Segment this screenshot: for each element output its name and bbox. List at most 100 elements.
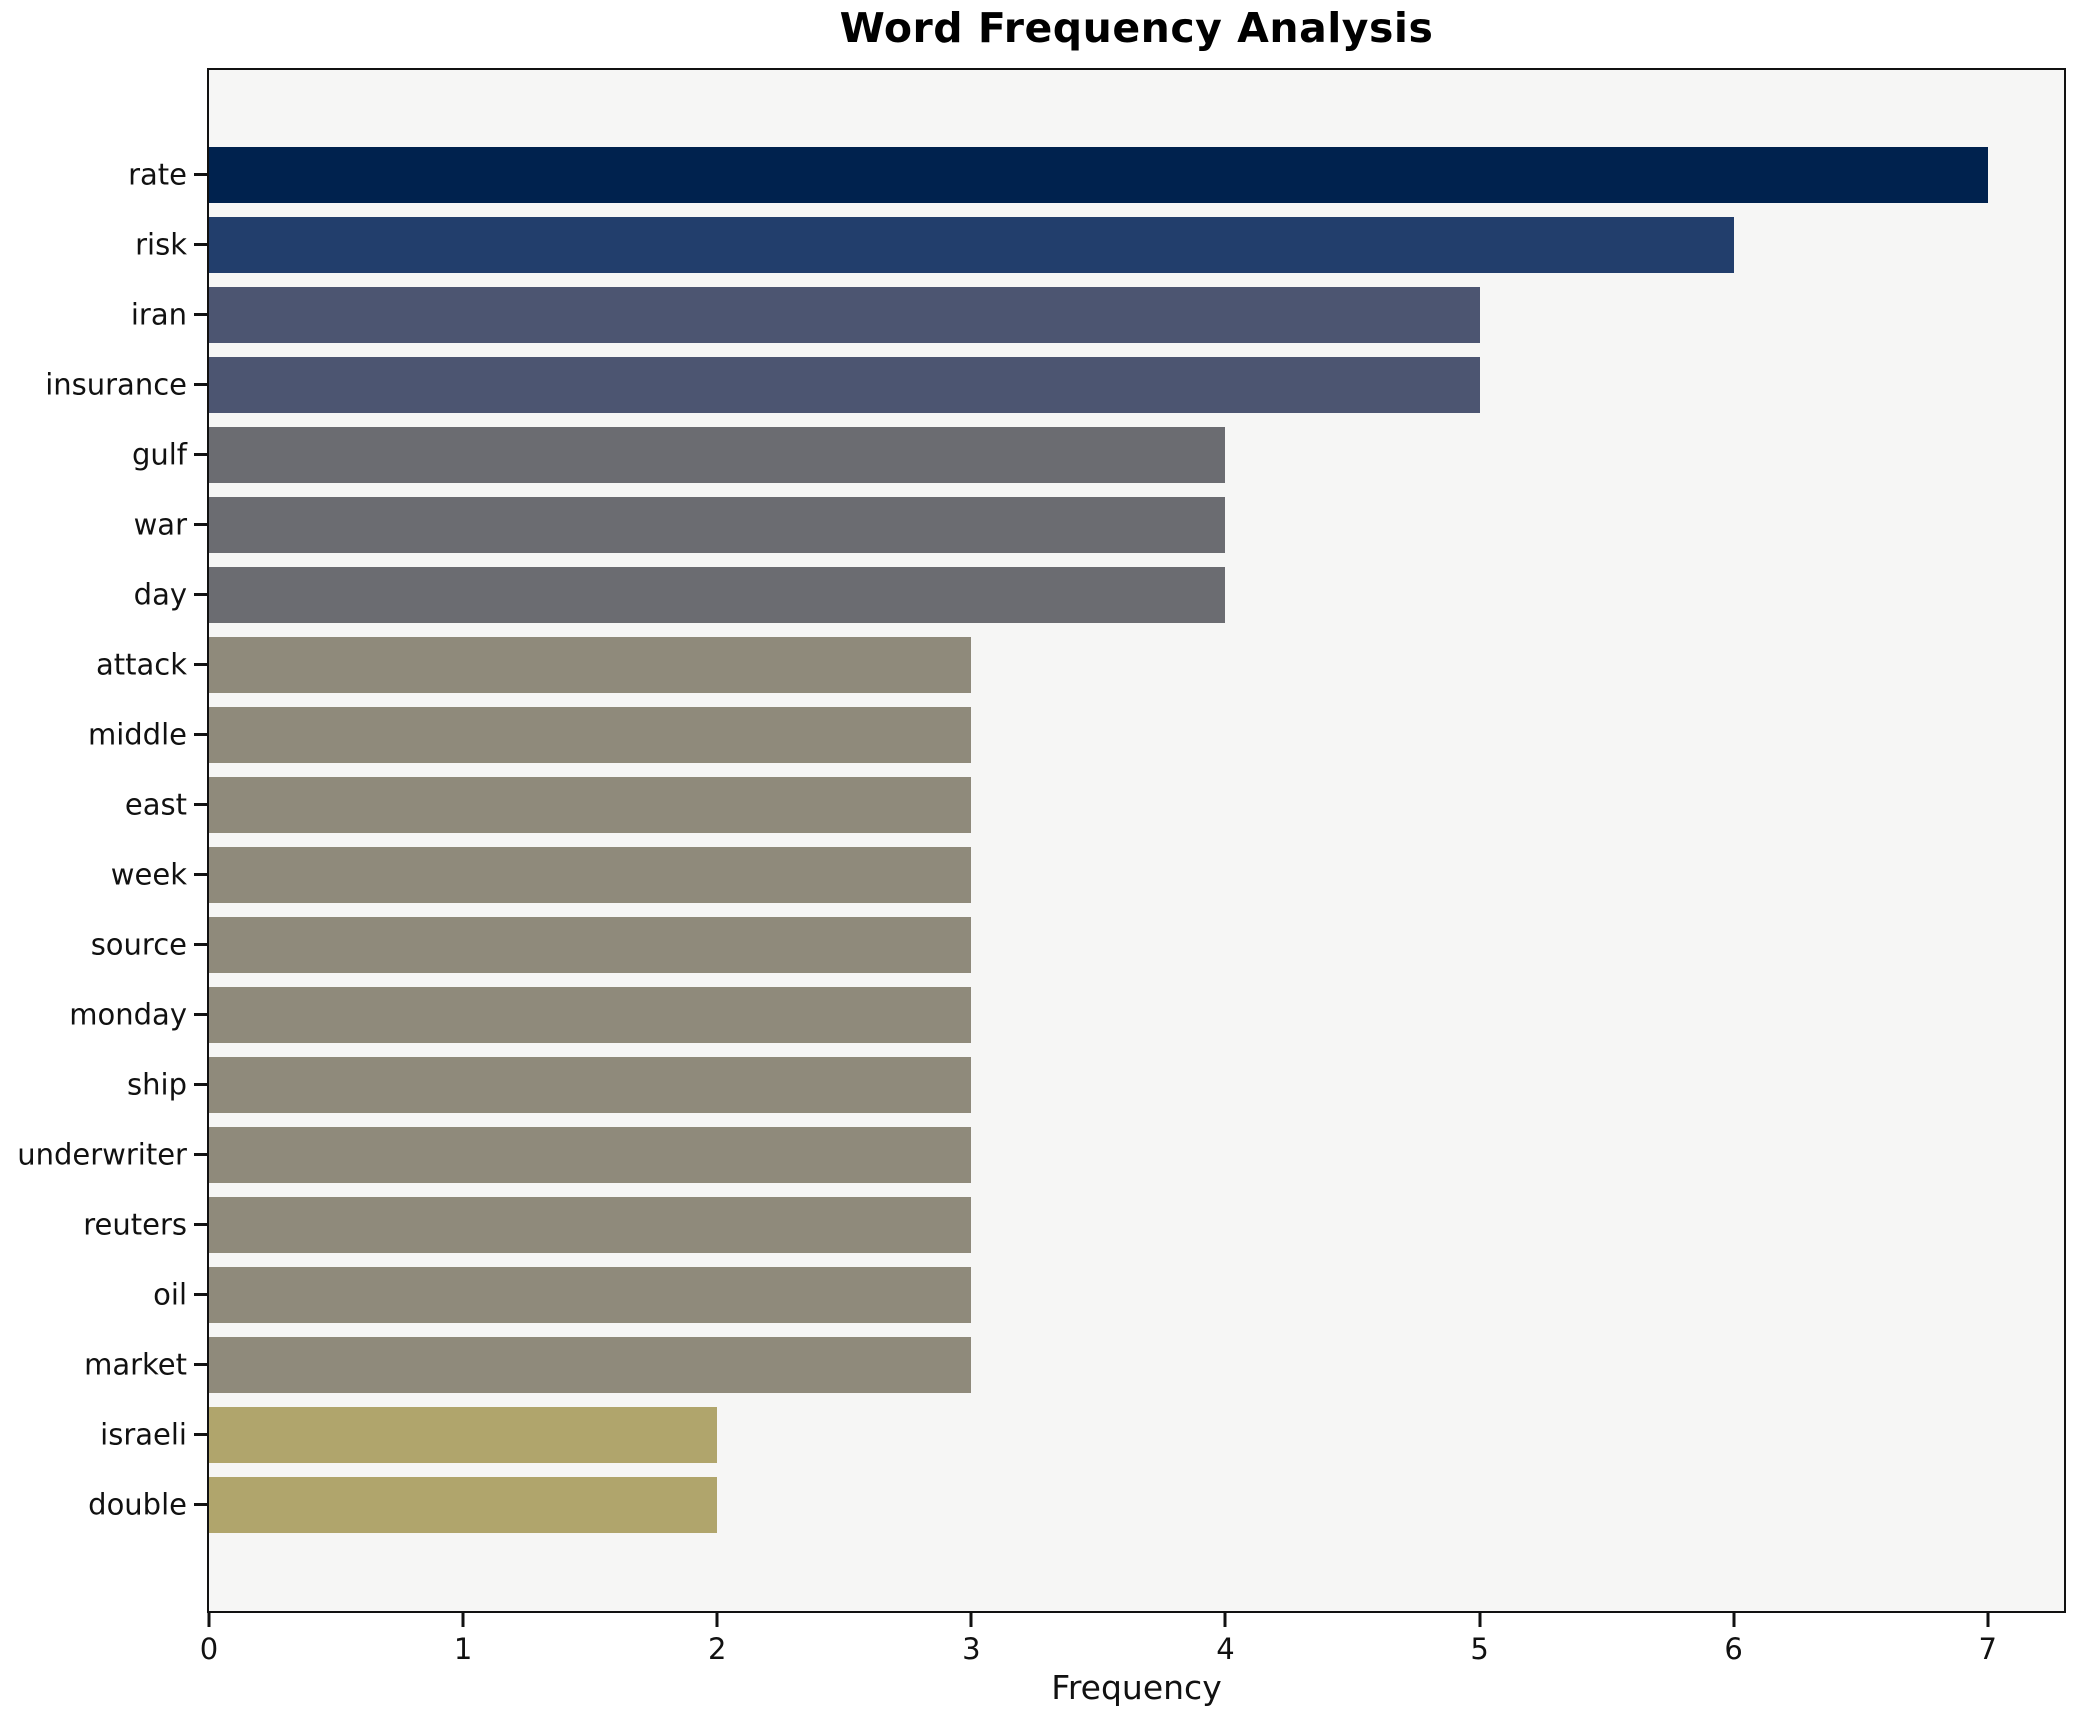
y-tick-mark <box>194 453 209 456</box>
bar-monday <box>209 987 972 1043</box>
y-tick-label: day <box>133 577 187 612</box>
bar-row: iran <box>131 280 2064 350</box>
x-tick-label: 6 <box>1724 1632 1743 1666</box>
x-tick-label: 5 <box>1470 1632 1489 1666</box>
y-tick-mark <box>194 873 209 876</box>
x-tick-label: 2 <box>707 1632 727 1666</box>
y-tick-mark <box>194 943 209 946</box>
y-tick-label: monday <box>69 997 187 1032</box>
bar-market <box>209 1337 972 1393</box>
bar-row: reuters <box>83 1190 2064 1260</box>
x-tick-label: 1 <box>453 1632 473 1666</box>
chart-title: Word Frequency Analysis <box>839 4 1434 52</box>
bar-attack <box>209 637 972 693</box>
bar-row: gulf <box>132 420 2064 490</box>
x-axis-title: Frequency <box>1051 1668 1222 1707</box>
x-tick-mark <box>461 1613 465 1627</box>
y-tick-mark <box>194 593 209 596</box>
x-tick-mark <box>1223 1613 1227 1627</box>
bar-east <box>209 777 972 833</box>
y-tick-mark <box>194 1013 209 1016</box>
bar-ship <box>209 1057 972 1113</box>
bar-oil <box>209 1267 972 1323</box>
y-tick-label: middle <box>87 717 187 752</box>
bar-row: source <box>91 910 2064 980</box>
y-tick-mark <box>194 1223 209 1226</box>
x-tick-mark <box>1478 1613 1482 1627</box>
x-tick-mark <box>715 1613 719 1627</box>
x-tick-label: 3 <box>962 1632 981 1666</box>
bar-row: oil <box>153 1260 2064 1330</box>
x-tick-mark <box>207 1613 211 1627</box>
bar-row: attack <box>96 630 2064 700</box>
x-tick-label: 4 <box>1216 1632 1235 1666</box>
y-tick-mark <box>194 1503 209 1506</box>
x-tick-label: 0 <box>199 1632 219 1666</box>
y-tick-label: week <box>110 857 187 892</box>
y-tick-mark <box>194 1433 209 1436</box>
y-tick-label: insurance <box>45 367 187 402</box>
bar-source <box>209 917 972 973</box>
y-tick-label: reuters <box>83 1207 187 1242</box>
y-tick-label: war <box>133 507 187 542</box>
bar-risk <box>209 217 1734 273</box>
bar-insurance <box>209 357 1480 413</box>
y-tick-mark <box>194 523 209 526</box>
y-tick-label: underwriter <box>17 1137 187 1172</box>
bar-row: ship <box>127 1050 2064 1120</box>
y-tick-label: rate <box>128 157 187 192</box>
y-tick-mark <box>194 663 209 666</box>
y-tick-mark <box>194 803 209 806</box>
bar-row: week <box>111 840 2064 910</box>
bar-row: double <box>88 1470 2064 1540</box>
bar-row: insurance <box>45 350 2064 420</box>
bar-row: east <box>125 770 2064 840</box>
x-tick-mark <box>969 1613 973 1627</box>
bar-row: underwriter <box>17 1120 2064 1190</box>
bar-israeli <box>209 1407 718 1463</box>
bar-iran <box>209 287 1480 343</box>
y-tick-label: oil <box>153 1277 187 1312</box>
bar-row: israeli <box>100 1400 2064 1470</box>
bar-gulf <box>209 427 1226 483</box>
y-tick-label: attack <box>95 647 187 682</box>
bar-row: risk <box>135 210 2064 280</box>
bar-row: rate <box>128 140 2064 210</box>
y-tick-mark <box>194 733 209 736</box>
y-tick-label: double <box>88 1487 187 1522</box>
y-tick-mark <box>194 1083 209 1086</box>
y-tick-label: east <box>124 787 187 822</box>
y-tick-mark <box>194 173 209 176</box>
y-tick-mark <box>194 1153 209 1156</box>
bar-reuters <box>209 1197 972 1253</box>
y-tick-mark <box>194 313 209 316</box>
y-tick-label: risk <box>135 227 187 262</box>
x-tick-mark <box>1986 1613 1990 1627</box>
y-tick-label: israeli <box>100 1417 187 1452</box>
x-tick-mark <box>1732 1613 1736 1627</box>
y-tick-mark <box>194 243 209 246</box>
bar-row: market <box>84 1330 2064 1400</box>
bar-row: monday <box>69 980 2064 1050</box>
bar-rate <box>209 147 1988 203</box>
bar-underwriter <box>209 1127 972 1183</box>
y-tick-label: gulf <box>131 437 187 472</box>
bar-week <box>209 847 972 903</box>
y-tick-mark <box>194 1293 209 1296</box>
bar-row: war <box>134 490 2064 560</box>
y-tick-mark <box>194 383 209 386</box>
bar-row: middle <box>88 700 2064 770</box>
bar-day <box>209 567 1226 623</box>
x-tick-label: 7 <box>1978 1632 1997 1666</box>
bar-war <box>209 497 1226 553</box>
plot-area: rate risk iran insurance gulf war day attack mid… <box>17 68 2066 1613</box>
y-tick-label: ship <box>127 1067 187 1102</box>
y-tick-label: iran <box>130 297 187 332</box>
y-tick-label: source <box>90 927 187 962</box>
y-tick-label: market <box>84 1347 187 1382</box>
bars-container: rate risk iran insurance gulf war day attack mid… <box>17 70 2064 1611</box>
y-tick-mark <box>194 1363 209 1366</box>
bar-row: day <box>134 560 2064 630</box>
bar-double <box>209 1477 718 1533</box>
